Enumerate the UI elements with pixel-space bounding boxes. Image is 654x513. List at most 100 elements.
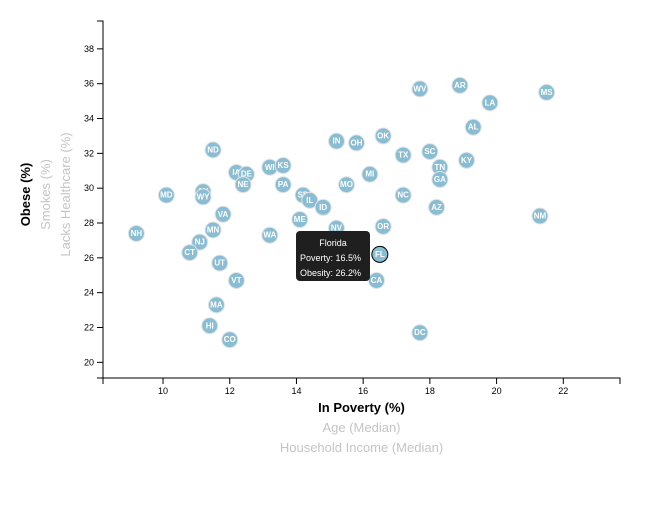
state-abbr-label: MN <box>207 225 220 234</box>
state-circle[interactable] <box>301 191 319 209</box>
state-circle[interactable] <box>194 188 212 206</box>
state-marker-or[interactable]: OR <box>374 217 392 235</box>
state-abbr-label: UT <box>214 259 225 268</box>
state-circle[interactable] <box>211 254 229 272</box>
state-marker-il[interactable]: IL <box>301 191 319 209</box>
x-axis-title-age[interactable]: Age (Median) <box>322 420 400 435</box>
state-marker-co[interactable]: CO <box>221 331 239 349</box>
state-circle[interactable] <box>204 141 222 159</box>
state-marker-hi[interactable]: HI <box>201 317 219 335</box>
state-circle[interactable] <box>201 317 219 335</box>
state-circle[interactable] <box>428 198 446 216</box>
state-circle[interactable] <box>411 80 429 98</box>
state-circle[interactable] <box>394 186 412 204</box>
x-axis-title-poverty[interactable]: In Poverty (%) <box>318 400 405 415</box>
state-marker-ok[interactable]: OK <box>374 127 392 145</box>
state-circle[interactable] <box>227 271 245 289</box>
state-circle[interactable] <box>191 233 209 251</box>
state-marker-mo[interactable]: MO <box>337 176 355 194</box>
state-marker-al[interactable]: AL <box>464 118 482 136</box>
state-abbr-label: OH <box>350 138 362 147</box>
state-circle[interactable] <box>481 94 499 112</box>
state-marker-va[interactable]: VA <box>214 205 232 223</box>
state-marker-tn[interactable]: TN <box>431 158 449 176</box>
state-marker-ks[interactable]: KS <box>274 157 292 175</box>
state-abbr-label: KS <box>278 161 290 170</box>
state-marker-ar[interactable]: AR <box>451 76 469 94</box>
y-axis-title-healthcare[interactable]: Lacks Healthcare (%) <box>58 132 73 256</box>
state-marker-vt[interactable]: VT <box>227 271 245 289</box>
state-circle[interactable] <box>261 226 279 244</box>
state-circle[interactable] <box>394 146 412 164</box>
state-circle[interactable] <box>531 207 549 225</box>
state-marker-oh[interactable]: OH <box>347 134 365 152</box>
state-circle[interactable] <box>314 198 332 216</box>
state-marker-la[interactable]: LA <box>481 94 499 112</box>
state-circle[interactable] <box>374 217 392 235</box>
state-circle[interactable] <box>157 186 175 204</box>
state-circle[interactable] <box>368 271 386 289</box>
state-circle[interactable] <box>464 118 482 136</box>
state-marker-nd[interactable]: ND <box>204 141 222 159</box>
state-circle[interactable] <box>274 176 292 194</box>
state-circle[interactable] <box>374 127 392 145</box>
state-marker-ne[interactable]: NE <box>234 176 252 194</box>
state-circle[interactable] <box>371 245 389 263</box>
y-tick-label: 20 <box>84 357 94 367</box>
state-circle[interactable] <box>361 165 379 183</box>
state-circle[interactable] <box>451 76 469 94</box>
state-marker-tx[interactable]: TX <box>394 146 412 164</box>
state-marker-pa[interactable]: PA <box>274 176 292 194</box>
state-abbr-label: MO <box>340 180 353 189</box>
state-abbr-label: AL <box>468 123 479 132</box>
y-tick-label: 22 <box>84 322 94 332</box>
state-marker-ct[interactable]: CT <box>181 244 199 262</box>
state-marker-ms[interactable]: MS <box>538 83 556 101</box>
state-marker-az[interactable]: AZ <box>428 198 446 216</box>
axes-group: 20 22 24 26 28 30 32 34 36 38 10 12 14 16 18 20 22 <box>84 20 621 396</box>
state-marker-ga[interactable]: GA <box>431 170 449 188</box>
state-circle[interactable] <box>291 211 309 229</box>
state-circle[interactable] <box>347 134 365 152</box>
state-marker-sc[interactable]: SC <box>421 143 439 161</box>
state-circle[interactable] <box>234 176 252 194</box>
y-axis-title-obesity[interactable]: Obese (%) <box>18 163 33 227</box>
state-circle[interactable] <box>431 170 449 188</box>
state-marker-in[interactable]: IN <box>327 132 345 150</box>
state-marker-wy[interactable]: WY <box>194 188 212 206</box>
state-marker-nj[interactable]: NJ <box>191 233 209 251</box>
state-marker-ma[interactable]: MA <box>207 296 225 314</box>
state-marker-nc[interactable]: NC <box>394 186 412 204</box>
state-marker-mn[interactable]: MN <box>204 221 222 239</box>
state-circle[interactable] <box>337 176 355 194</box>
state-circle[interactable] <box>421 143 439 161</box>
state-marker-md[interactable]: MD <box>157 186 175 204</box>
y-axis-title-smokes[interactable]: Smokes (%) <box>38 159 53 230</box>
state-marker-ky[interactable]: KY <box>458 151 476 169</box>
state-circle[interactable] <box>411 324 429 342</box>
state-marker-nh[interactable]: NH <box>127 224 145 242</box>
state-circle[interactable] <box>327 132 345 150</box>
state-marker-fl[interactable]: FL <box>371 245 389 263</box>
state-marker-nm[interactable]: NM <box>531 207 549 225</box>
x-axis-title-income[interactable]: Household Income (Median) <box>280 440 443 455</box>
state-circle[interactable] <box>204 221 222 239</box>
state-circle[interactable] <box>274 157 292 175</box>
state-marker-me[interactable]: ME <box>291 211 309 229</box>
state-marker-wa[interactable]: WA <box>261 226 279 244</box>
state-marker-mi[interactable]: MI <box>361 165 379 183</box>
state-marker-dc[interactable]: DC <box>411 324 429 342</box>
state-circle[interactable] <box>221 331 239 349</box>
state-circle[interactable] <box>458 151 476 169</box>
state-marker-id[interactable]: ID <box>314 198 332 216</box>
state-circle[interactable] <box>181 244 199 262</box>
tooltip-state-name: Florida <box>319 238 347 248</box>
state-circle[interactable] <box>214 205 232 223</box>
state-marker-ut[interactable]: UT <box>211 254 229 272</box>
state-abbr-label: AR <box>454 81 466 90</box>
state-marker-wv[interactable]: WV <box>411 80 429 98</box>
state-circle[interactable] <box>127 224 145 242</box>
state-circle[interactable] <box>207 296 225 314</box>
state-circle[interactable] <box>538 83 556 101</box>
state-marker-ca[interactable]: CA <box>368 271 386 289</box>
